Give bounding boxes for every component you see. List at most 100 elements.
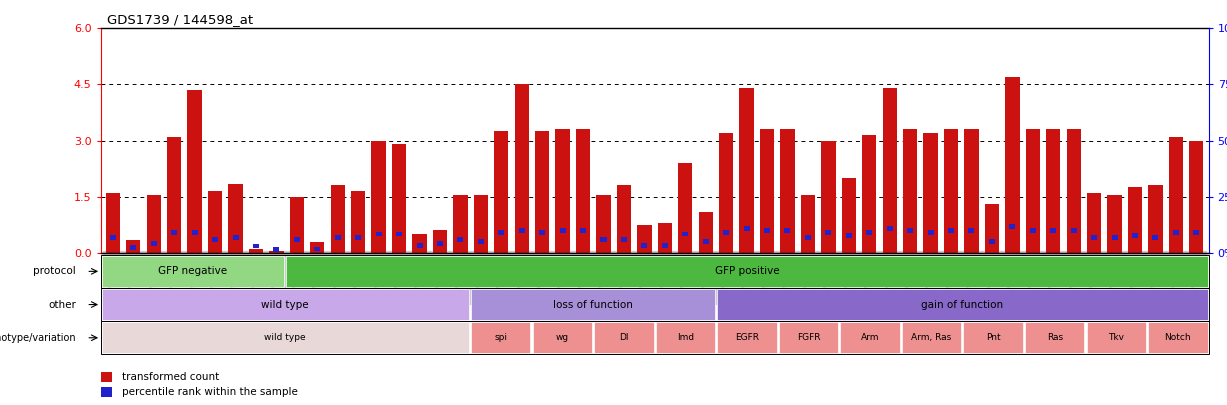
Bar [172, 230, 177, 234]
Text: Notch: Notch [1164, 333, 1191, 342]
Bar [903, 129, 918, 253]
Bar [539, 230, 545, 234]
Bar [290, 197, 304, 253]
Bar [718, 322, 777, 354]
Bar [101, 372, 113, 382]
Bar [188, 90, 201, 253]
Bar [842, 178, 856, 253]
Bar [391, 144, 406, 253]
Text: genotype/variation: genotype/variation [0, 333, 76, 343]
Bar [963, 322, 1023, 354]
Bar [1173, 230, 1179, 234]
Bar [514, 85, 529, 253]
Bar [924, 133, 937, 253]
Bar [102, 256, 285, 287]
Bar [375, 232, 382, 237]
Bar [805, 235, 811, 240]
Bar [698, 211, 713, 253]
Bar [1128, 187, 1142, 253]
Bar [780, 129, 795, 253]
Bar [498, 230, 504, 234]
Bar [106, 193, 120, 253]
Bar [661, 243, 667, 248]
Bar [826, 230, 832, 234]
Bar [887, 226, 893, 231]
Bar [621, 237, 627, 242]
Bar [1066, 129, 1081, 253]
Bar [637, 225, 652, 253]
Bar [907, 228, 913, 233]
Text: GFP positive: GFP positive [714, 266, 779, 276]
Bar [314, 247, 320, 252]
Bar [396, 232, 402, 237]
Bar [416, 243, 422, 248]
Bar [1005, 77, 1020, 253]
Bar [207, 191, 222, 253]
Bar [1026, 129, 1040, 253]
Bar [968, 228, 974, 233]
Text: GFP negative: GFP negative [158, 266, 227, 276]
Text: EGFR: EGFR [735, 333, 760, 342]
Text: loss of function: loss of function [553, 300, 633, 309]
Bar [110, 235, 115, 240]
Bar [335, 235, 341, 240]
Bar [167, 137, 182, 253]
Bar [944, 129, 958, 253]
Bar [372, 141, 385, 253]
Bar [471, 289, 715, 320]
Bar [882, 88, 897, 253]
Bar [274, 247, 280, 252]
Bar [985, 204, 999, 253]
Bar [1189, 141, 1204, 253]
Bar [533, 322, 591, 354]
Bar [989, 239, 995, 244]
Bar [474, 195, 488, 253]
Bar [784, 228, 790, 233]
Bar [233, 235, 238, 240]
Text: spi: spi [494, 333, 507, 342]
Bar [655, 322, 715, 354]
Bar [535, 131, 550, 253]
Bar [801, 195, 815, 253]
Bar [519, 228, 525, 233]
Bar [191, 230, 198, 234]
Bar [845, 233, 852, 238]
Bar [330, 185, 345, 253]
Bar [1148, 322, 1207, 354]
Bar [760, 129, 774, 253]
Bar [293, 237, 299, 242]
Bar [679, 163, 692, 253]
Bar [1194, 230, 1199, 234]
Bar [617, 185, 631, 253]
Bar [130, 245, 136, 249]
Bar [560, 228, 566, 233]
Bar [866, 230, 872, 234]
Bar [253, 243, 259, 248]
Bar [412, 234, 427, 253]
Bar [840, 322, 899, 354]
Text: wild type: wild type [261, 300, 309, 309]
Text: Imd: Imd [677, 333, 694, 342]
Bar [1029, 228, 1036, 233]
Bar [948, 228, 955, 233]
Bar [556, 129, 569, 253]
Bar [580, 228, 587, 233]
Bar [600, 237, 606, 242]
Text: Dl: Dl [620, 333, 628, 342]
Bar [453, 195, 467, 253]
Text: Arm: Arm [861, 333, 880, 342]
Bar [286, 256, 1207, 287]
Bar [1071, 228, 1076, 233]
Text: gain of function: gain of function [921, 300, 1004, 309]
Bar [1010, 224, 1016, 229]
Bar [1087, 322, 1146, 354]
Bar [1148, 185, 1163, 253]
Bar [433, 230, 447, 253]
Bar [719, 133, 734, 253]
Bar [1133, 233, 1137, 238]
Bar [310, 241, 324, 253]
Bar [151, 241, 157, 246]
Bar [718, 289, 1207, 320]
Bar [477, 239, 483, 244]
Text: wg: wg [556, 333, 569, 342]
